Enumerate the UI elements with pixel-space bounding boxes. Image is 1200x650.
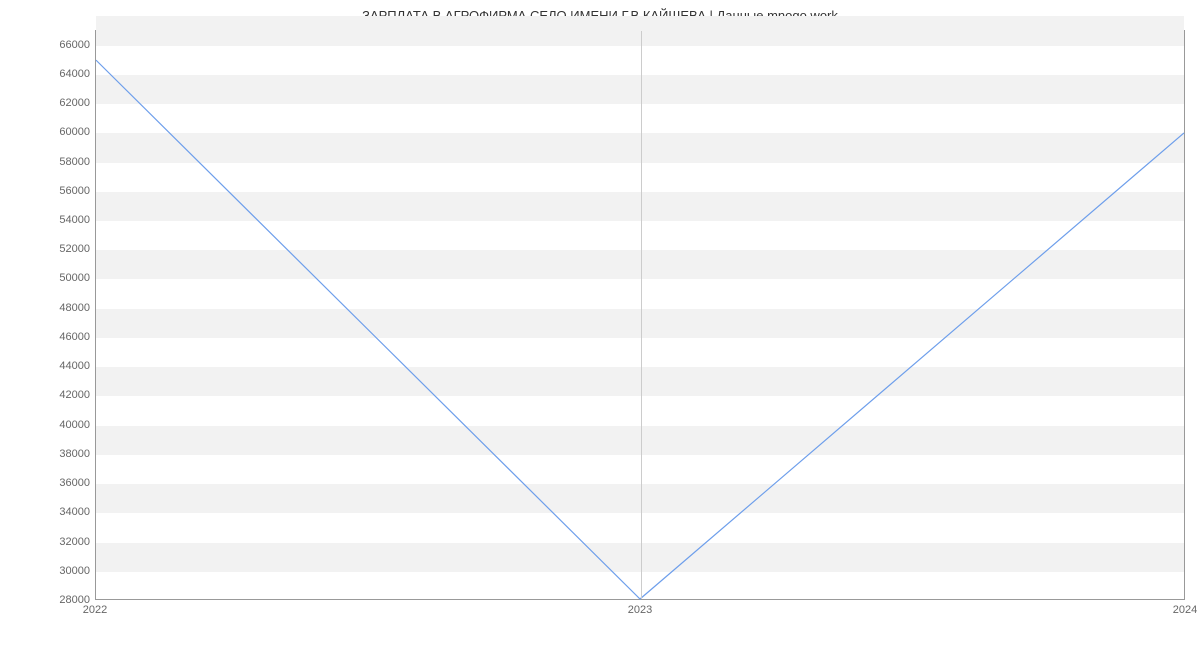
- y-tick-label: 32000: [40, 536, 90, 548]
- y-tick-label: 56000: [40, 185, 90, 197]
- x-tick-label: 2024: [1173, 604, 1197, 616]
- y-tick-label: 42000: [40, 389, 90, 401]
- y-tick-label: 48000: [40, 302, 90, 314]
- y-tick-label: 40000: [40, 419, 90, 431]
- y-tick-label: 60000: [40, 126, 90, 138]
- series-salary: [96, 60, 1184, 599]
- x-tick-label: 2023: [628, 604, 652, 616]
- x-grid-line: [641, 31, 642, 599]
- y-tick-label: 66000: [40, 39, 90, 51]
- y-tick-label: 50000: [40, 272, 90, 284]
- y-tick-label: 30000: [40, 565, 90, 577]
- salary-line-chart: ЗАРПЛАТА В АГРОФИРМА СЕЛО ИМЕНИ Г.В.КАЙШ…: [0, 0, 1200, 650]
- y-tick-label: 52000: [40, 243, 90, 255]
- line-layer: [96, 31, 1184, 599]
- y-tick-label: 46000: [40, 331, 90, 343]
- y-tick-label: 64000: [40, 68, 90, 80]
- y-tick-label: 44000: [40, 360, 90, 372]
- y-tick-label: 58000: [40, 156, 90, 168]
- plot-area: [95, 30, 1185, 600]
- y-tick-label: 38000: [40, 448, 90, 460]
- y-tick-label: 36000: [40, 477, 90, 489]
- y-tick-label: 54000: [40, 214, 90, 226]
- y-tick-label: 34000: [40, 506, 90, 518]
- y-tick-label: 62000: [40, 97, 90, 109]
- x-tick-label: 2022: [83, 604, 107, 616]
